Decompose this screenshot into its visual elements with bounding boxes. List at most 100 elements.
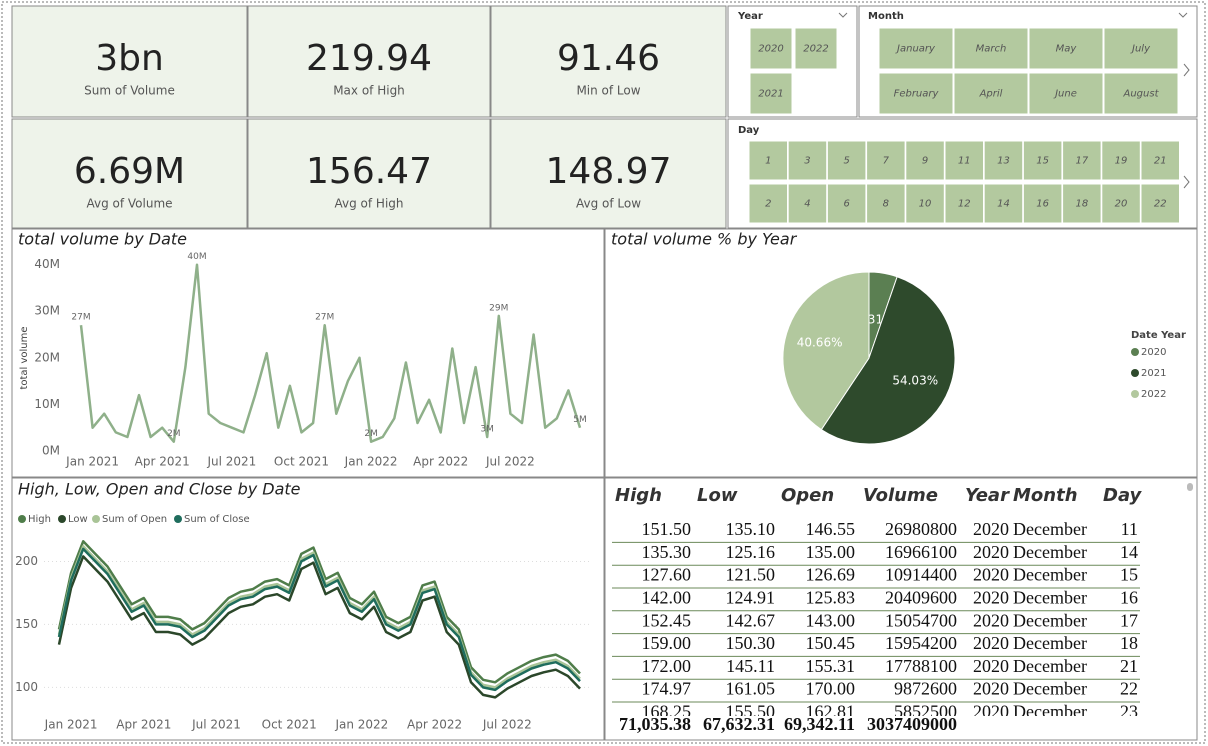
slicer-tile[interactable] bbox=[1028, 27, 1104, 70]
slicer-tile[interactable] bbox=[787, 140, 828, 181]
pie-slice bbox=[820, 276, 956, 445]
table-cell: 23 bbox=[1120, 702, 1138, 722]
x-tick-label: Apr 2021 bbox=[116, 718, 171, 732]
data-label: 2M bbox=[167, 429, 181, 439]
table-cell: 121.50 bbox=[726, 565, 776, 585]
slicer-tile[interactable] bbox=[953, 72, 1029, 115]
table-cell: 2020 bbox=[973, 679, 1009, 699]
slicer-tile[interactable] bbox=[866, 183, 906, 224]
table-cell: December bbox=[1013, 679, 1087, 699]
slicer-tile[interactable] bbox=[866, 140, 906, 181]
kpi-label: Avg of High bbox=[335, 197, 404, 211]
slicer-tile[interactable] bbox=[953, 27, 1029, 70]
slicer-tile[interactable] bbox=[787, 183, 828, 224]
data-label: 27M bbox=[71, 313, 90, 323]
legend-label: 2021 bbox=[1141, 368, 1166, 379]
slicer-tile[interactable] bbox=[1062, 183, 1102, 224]
table-cell: 11 bbox=[1121, 519, 1138, 539]
y-tick-label: 100 bbox=[15, 680, 38, 694]
data-line bbox=[57, 540, 581, 684]
column-header: High bbox=[615, 485, 662, 506]
slicer-tile[interactable] bbox=[748, 183, 788, 224]
chart-title: High, Low, Open and Close by Date bbox=[18, 480, 301, 499]
table-cell: 152.45 bbox=[642, 610, 692, 630]
legend-marker bbox=[18, 515, 26, 523]
kpi-card bbox=[247, 118, 491, 229]
slicer-item: 9 bbox=[922, 156, 928, 167]
y-tick-label: 40M bbox=[34, 257, 60, 271]
table-cell: 172.00 bbox=[642, 656, 692, 676]
x-tick-label: Jul 2022 bbox=[485, 455, 535, 469]
table-cell: 135.30 bbox=[642, 542, 692, 562]
slicer-tile[interactable] bbox=[944, 183, 984, 224]
month-next[interactable] bbox=[1183, 63, 1190, 77]
slicer-tile[interactable] bbox=[749, 27, 793, 70]
kpi-label: Sum of Volume bbox=[84, 84, 175, 98]
x-tick-label: Jan 2021 bbox=[65, 455, 119, 469]
table-cell: 2020 bbox=[973, 633, 1009, 653]
slicer-tile[interactable] bbox=[748, 140, 788, 181]
y-tick-label: 200 bbox=[15, 554, 38, 568]
slicer-tile[interactable] bbox=[1101, 140, 1141, 181]
chart-title: total volume % by Year bbox=[611, 230, 798, 249]
table-cell: 151.50 bbox=[642, 519, 692, 539]
table-cell: 15054700 bbox=[885, 610, 957, 630]
slicer-tile[interactable] bbox=[983, 140, 1024, 181]
slicer-tile[interactable] bbox=[905, 183, 945, 224]
slicer-item: June bbox=[1053, 89, 1077, 100]
slicer-item: 7 bbox=[883, 156, 890, 167]
kpi-value: 219.94 bbox=[306, 38, 432, 79]
slicer-tile[interactable] bbox=[878, 72, 954, 115]
table-cell: 2020 bbox=[973, 519, 1009, 539]
data-line bbox=[57, 555, 581, 699]
slicer-tile[interactable] bbox=[794, 27, 838, 70]
x-tick-label: Jan 2022 bbox=[344, 455, 398, 469]
month-dropdown[interactable] bbox=[1178, 12, 1188, 18]
data-label: 54.03% bbox=[892, 373, 938, 387]
slicer-tile[interactable] bbox=[983, 183, 1024, 224]
y-axis-label: total volume bbox=[19, 326, 30, 389]
kpi-label: Max of High bbox=[333, 84, 405, 98]
y-tick-label: 150 bbox=[15, 617, 38, 631]
slicer-tile[interactable] bbox=[1140, 140, 1180, 181]
slicer-tile[interactable] bbox=[1103, 72, 1179, 115]
table-cell: 155.50 bbox=[726, 702, 776, 722]
slicer-tile[interactable] bbox=[1140, 183, 1180, 224]
slicer-tile[interactable] bbox=[1028, 72, 1104, 115]
slicer-tile[interactable] bbox=[1022, 183, 1063, 224]
day-next[interactable] bbox=[1183, 175, 1190, 189]
slicer-tile[interactable] bbox=[878, 27, 954, 70]
slicer-item: 6 bbox=[843, 199, 849, 210]
slicer-tile[interactable] bbox=[1103, 27, 1179, 70]
table-total: 3037409000 bbox=[867, 714, 957, 734]
slicer-item: 20 bbox=[1115, 199, 1128, 210]
column-header: Low bbox=[697, 485, 738, 506]
slicer-tile[interactable] bbox=[944, 140, 984, 181]
table-cell: 135.10 bbox=[726, 519, 776, 539]
slicer-tile[interactable] bbox=[826, 183, 867, 224]
slicer-tile[interactable] bbox=[905, 140, 945, 181]
legend-marker bbox=[1131, 390, 1139, 398]
slicer-tile[interactable] bbox=[749, 72, 793, 115]
kpi-value: 6.69M bbox=[74, 151, 185, 192]
slicer-item: May bbox=[1056, 44, 1078, 55]
slicer-item: 19 bbox=[1115, 156, 1128, 167]
scrollbar[interactable] bbox=[1187, 483, 1193, 491]
slicer-item: 2020 bbox=[758, 44, 783, 55]
table-cell: December bbox=[1013, 542, 1087, 562]
slicer-item: 14 bbox=[997, 199, 1010, 210]
kpi-card bbox=[11, 118, 248, 229]
column-header: Volume bbox=[863, 485, 938, 506]
slicer-item: 2 bbox=[765, 199, 771, 210]
kpi-card bbox=[490, 5, 727, 118]
table-cell: 15 bbox=[1120, 565, 1138, 585]
slicer-title: Month bbox=[868, 11, 904, 22]
slicer-item: August bbox=[1123, 89, 1160, 100]
year-dropdown[interactable] bbox=[838, 12, 848, 18]
slicer-item: 21 bbox=[1154, 156, 1167, 167]
slicer-tile[interactable] bbox=[1022, 140, 1063, 181]
slicer-tile[interactable] bbox=[1062, 140, 1102, 181]
slicer-tile[interactable] bbox=[826, 140, 867, 181]
slicer-tile[interactable] bbox=[1101, 183, 1141, 224]
